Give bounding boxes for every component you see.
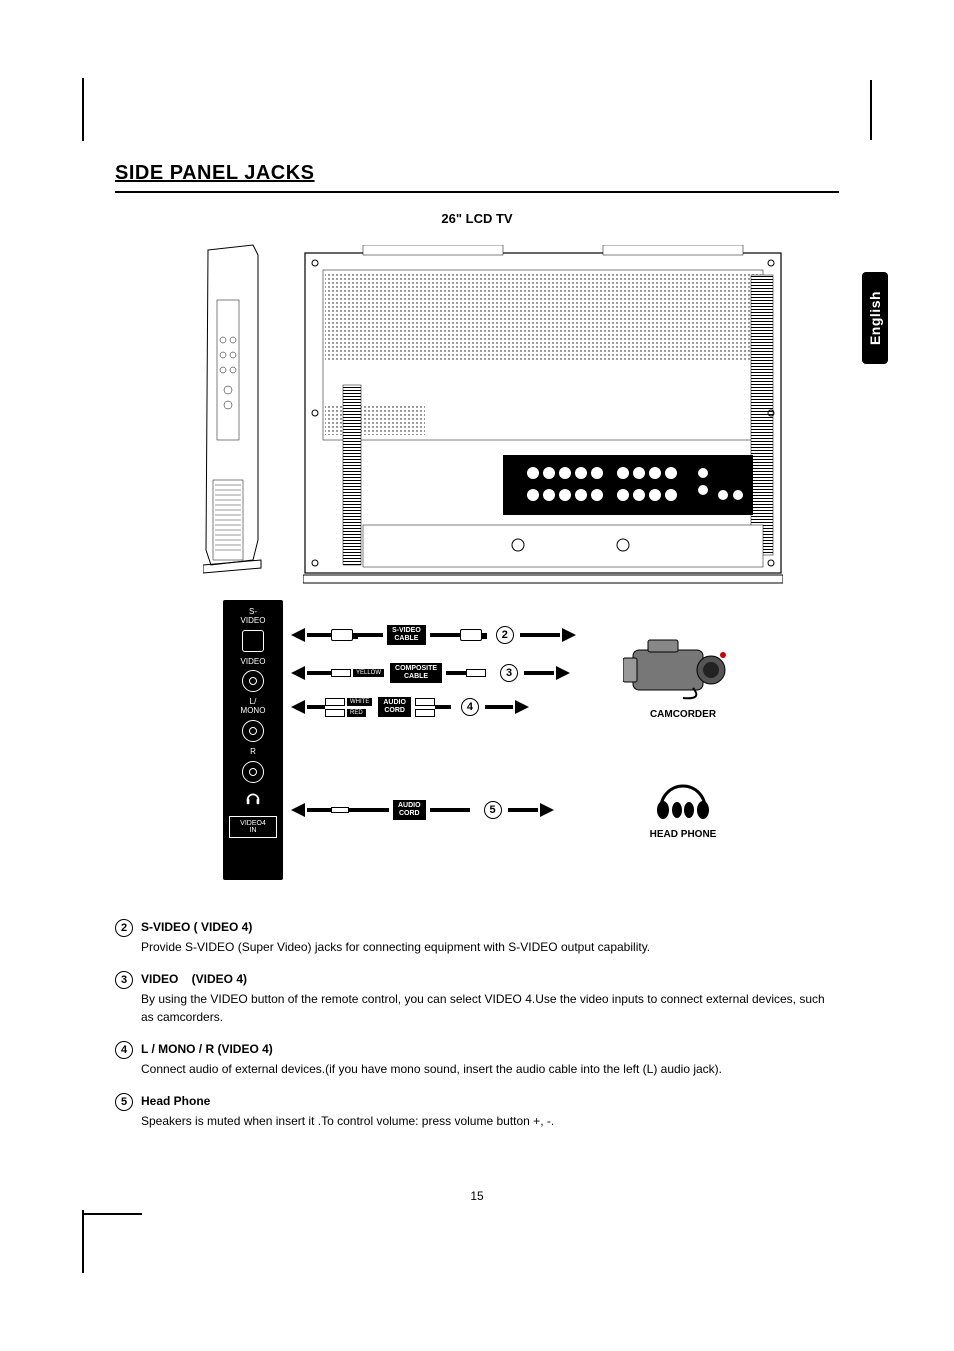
description-title: VIDEO (VIDEO 4)	[141, 970, 839, 988]
connection-row-svideo: S-VIDEO CABLE 2	[291, 620, 576, 650]
page: English SIDE PANEL JACKS 26" LCD TV	[0, 0, 954, 1351]
diagram: S- VIDEO VIDEO L/ MONO R VIDEO4 IN S-	[203, 240, 793, 880]
cable-line	[349, 808, 389, 812]
crop-mark	[82, 1213, 142, 1215]
crop-mark	[82, 78, 84, 141]
rca-plug-icon	[325, 709, 345, 717]
cable-line	[446, 671, 466, 675]
crop-mark	[870, 80, 872, 140]
content-area: SIDE PANEL JACKS 26" LCD TV	[115, 162, 839, 1144]
cable-line	[508, 808, 538, 812]
page-subtitle: 26" LCD TV	[115, 211, 839, 226]
description-title: S-VIDEO ( VIDEO 4)	[141, 918, 839, 936]
headphone-label: HEAD PHONE	[643, 829, 723, 840]
headphone-icon	[391, 788, 405, 800]
arrow-left-icon	[291, 628, 305, 642]
rca-plug-icon	[415, 698, 435, 706]
callout-number: 2	[115, 919, 133, 937]
descriptions-list: 2 S-VIDEO ( VIDEO 4) Provide S-VIDEO (Su…	[115, 918, 839, 1130]
cable-line	[430, 633, 460, 637]
callout-number: 3	[500, 664, 518, 682]
callout-number: 5	[484, 801, 502, 819]
color-label-red: RED	[347, 709, 366, 717]
tv-side-view	[203, 240, 263, 575]
rca-plug-icon	[466, 669, 486, 677]
headphone-device: HEAD PHONE	[643, 778, 723, 838]
cable-line	[485, 705, 513, 709]
arrow-right-icon	[515, 700, 529, 714]
language-tab-label: English	[867, 291, 883, 345]
description-body: By using the VIDEO button of the remote …	[141, 990, 839, 1026]
panel-label-video: VIDEO	[223, 658, 283, 667]
page-title: SIDE PANEL JACKS	[115, 162, 839, 185]
description-title: Head Phone	[141, 1092, 839, 1110]
svideo-plug-icon	[331, 629, 353, 641]
description-item: 3 VIDEO (VIDEO 4) By using the VIDEO but…	[115, 970, 839, 1026]
arrow-right-icon	[562, 628, 576, 642]
color-label-yellow: YELLOW	[353, 669, 384, 677]
lmono-port	[242, 720, 264, 742]
side-panel-strip: S- VIDEO VIDEO L/ MONO R VIDEO4 IN	[223, 600, 283, 880]
cable-line	[435, 705, 451, 709]
camcorder-label: CAMCORDER	[623, 709, 743, 720]
callout-number: 4	[461, 698, 479, 716]
cable-label-audio-hp: AUDIO CORD	[393, 800, 426, 819]
language-tab: English	[862, 272, 888, 364]
mini-plug-icon	[331, 807, 349, 813]
arrow-left-icon	[291, 700, 305, 714]
arrow-right-icon	[540, 803, 554, 817]
cable-label-audio: AUDIO CORD	[378, 697, 411, 716]
panel-label-lmono: L/ MONO	[223, 698, 283, 716]
connection-row-audio: WHITE RED AUDIO CORD 4	[291, 692, 529, 722]
callout-number: 3	[115, 971, 133, 989]
arrow-left-icon	[291, 666, 305, 680]
tv-back-view	[303, 245, 783, 585]
crop-mark	[82, 1210, 84, 1273]
headphone-port	[223, 789, 283, 810]
video-port	[242, 670, 264, 692]
color-label-white: WHITE	[347, 698, 372, 706]
cable-line	[307, 633, 331, 637]
rca-plug-icon	[325, 698, 345, 706]
rca-plug-icon	[331, 669, 351, 677]
description-item: 2 S-VIDEO ( VIDEO 4) Provide S-VIDEO (Su…	[115, 918, 839, 956]
panel-group-label: VIDEO4 IN	[229, 816, 277, 838]
cable-line	[307, 705, 325, 709]
callout-number: 4	[115, 1041, 133, 1059]
description-body: Speakers is muted when insert it .To con…	[141, 1112, 839, 1130]
svideo-plug-icon	[460, 629, 482, 641]
page-number: 15	[0, 1189, 954, 1203]
connection-row-headphone: AUDIO CORD 5	[291, 795, 554, 825]
title-rule	[115, 191, 839, 193]
cable-label-composite: COMPOSITE CABLE	[390, 663, 442, 682]
arrow-right-icon	[556, 666, 570, 680]
cable-label-svideo: S-VIDEO CABLE	[387, 625, 426, 644]
callout-number: 5	[115, 1093, 133, 1111]
description-item: 4 L / MONO / R (VIDEO 4) Connect audio o…	[115, 1040, 839, 1078]
rca-plug-icon	[415, 709, 435, 717]
camcorder-device: CAMCORDER	[623, 630, 743, 720]
svideo-port	[242, 630, 264, 652]
r-port	[242, 761, 264, 783]
cable-line	[307, 808, 331, 812]
connection-row-composite: YELLOW COMPOSITE CABLE 3	[291, 658, 570, 688]
cable-line	[307, 671, 331, 675]
panel-label-svideo: S- VIDEO	[223, 608, 283, 626]
cable-line	[430, 808, 470, 812]
panel-label-r: R	[223, 748, 283, 757]
cable-line	[520, 633, 560, 637]
description-item: 5 Head Phone Speakers is muted when inse…	[115, 1092, 839, 1130]
arrow-left-icon	[291, 803, 305, 817]
callout-number: 2	[496, 626, 514, 644]
description-body: Connect audio of external devices.(if yo…	[141, 1060, 839, 1078]
description-title: L / MONO / R (VIDEO 4)	[141, 1040, 839, 1058]
description-body: Provide S-VIDEO (Super Video) jacks for …	[141, 938, 839, 956]
cable-line	[524, 671, 554, 675]
